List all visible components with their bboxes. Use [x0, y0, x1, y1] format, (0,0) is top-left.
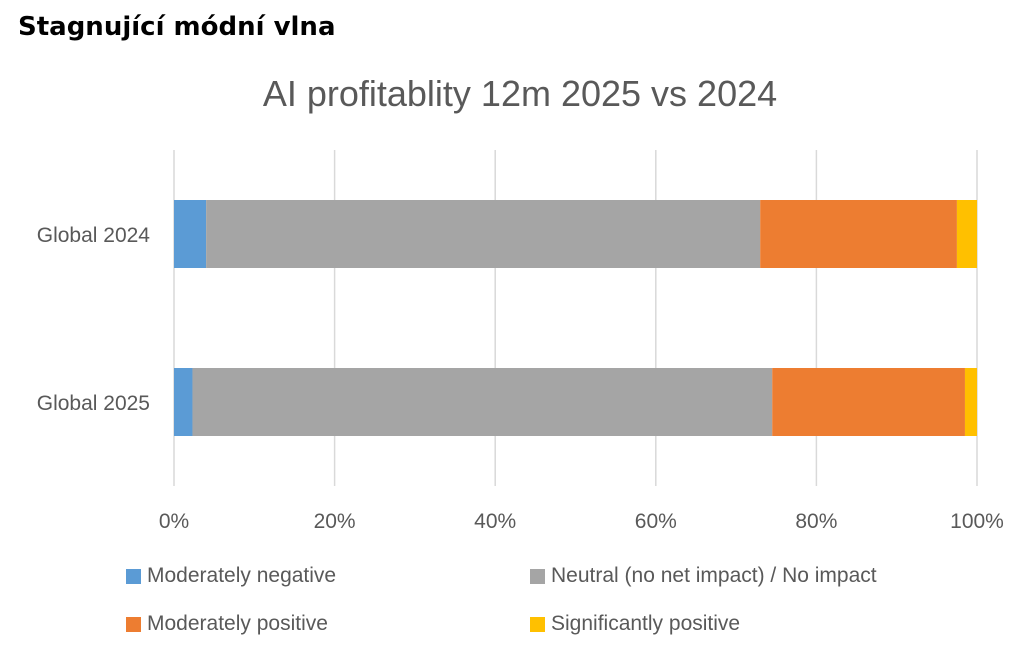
legend-label: Significantly positive [551, 612, 741, 635]
legend-label: Moderately positive [147, 612, 328, 635]
x-tick-label: 60% [635, 510, 677, 533]
chart-title: AI profitablity 12m 2025 vs 2024 [263, 73, 777, 114]
y-axis-labels: Global 2024 Global 2025 [37, 224, 151, 415]
x-tick-label: 100% [950, 510, 1004, 533]
x-tick-label: 0% [159, 510, 189, 533]
bar-segment [964, 368, 977, 436]
legend-swatch [530, 616, 545, 632]
bar-segment [206, 200, 761, 268]
bar-segment [956, 200, 977, 268]
page-heading: Stagnující módní vlna [18, 12, 336, 42]
legend: Moderately negative Neutral (no net impac… [126, 562, 1006, 638]
legend-item: Moderately positive [126, 610, 530, 638]
bar-segment [760, 200, 957, 268]
x-axis-labels: 0% 20% 40% 60% 80% 100% [159, 510, 1004, 533]
category-label: Global 2025 [37, 392, 150, 415]
x-tick-label: 80% [795, 510, 837, 533]
legend-label: Neutral (no net impact) / No impact [551, 564, 877, 587]
x-tick-label: 20% [314, 510, 356, 533]
legend-label: Moderately negative [147, 564, 337, 587]
legend-swatch [126, 568, 141, 584]
legend-item: Significantly positive [530, 610, 1006, 638]
bar-segment [192, 368, 773, 436]
legend-item: Neutral (no net impact) / No impact [530, 562, 1006, 590]
legend-item: Moderately negative [126, 562, 530, 590]
bar-segment [772, 368, 965, 436]
bars [174, 200, 977, 436]
legend-swatch [530, 568, 545, 584]
category-label: Global 2024 [37, 224, 151, 247]
x-tick-label: 40% [474, 510, 516, 533]
legend-swatch [126, 616, 141, 632]
bar-segment [174, 368, 193, 436]
bar-segment [174, 200, 207, 268]
